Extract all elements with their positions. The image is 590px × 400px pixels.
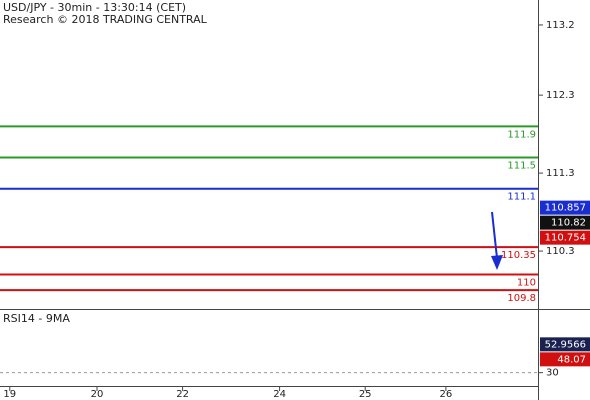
level-label: 109.8 bbox=[507, 293, 536, 304]
forecast-arrow bbox=[491, 211, 498, 259]
level-label: 110.35 bbox=[501, 250, 536, 261]
price-tag-label: 48.07 bbox=[557, 354, 586, 365]
y-tick-label: 30 bbox=[546, 368, 559, 379]
level-label: 110 bbox=[517, 277, 536, 288]
price-tag-label: 110.754 bbox=[545, 233, 586, 244]
panel-title: RSI14 - 9MA bbox=[3, 312, 70, 325]
level-label: 111.5 bbox=[507, 161, 536, 172]
level-label: 111.9 bbox=[507, 129, 536, 140]
price-tag bbox=[540, 337, 590, 352]
x-tick-label: 25 bbox=[359, 389, 372, 400]
y-tick-label: 110.3 bbox=[546, 246, 575, 257]
y-tick-label: 111.3 bbox=[546, 168, 575, 179]
y-tick-label: 113.2 bbox=[546, 20, 575, 31]
x-tick-label: 24 bbox=[273, 389, 286, 400]
price-tag bbox=[540, 352, 590, 367]
forecast-arrowhead bbox=[491, 255, 503, 270]
price-tag-label: 110.82 bbox=[551, 218, 586, 229]
price-tag bbox=[540, 200, 590, 215]
x-tick-label: 26 bbox=[440, 389, 453, 400]
chart-subtitle: Research © 2018 TRADING CENTRAL bbox=[3, 13, 208, 26]
y-tick-label: 112.3 bbox=[546, 90, 575, 101]
price-tag bbox=[540, 230, 590, 245]
price-tag-label: 110.857 bbox=[545, 203, 586, 214]
plot-layer: 113.2 112.3 111.3 110.3 111.9 111.5 111.1 110.3… bbox=[0, 20, 590, 400]
price-tag-label: 52.9566 bbox=[545, 339, 586, 350]
level-label: 111.1 bbox=[507, 192, 536, 203]
x-tick-label: 22 bbox=[176, 389, 189, 400]
price-tag bbox=[540, 215, 590, 230]
x-tick-label: 19 bbox=[3, 389, 16, 400]
chart-title: USD/JPY - 30min - 13:30:14 (CET) bbox=[3, 1, 186, 14]
x-tick-label: 20 bbox=[91, 389, 104, 400]
